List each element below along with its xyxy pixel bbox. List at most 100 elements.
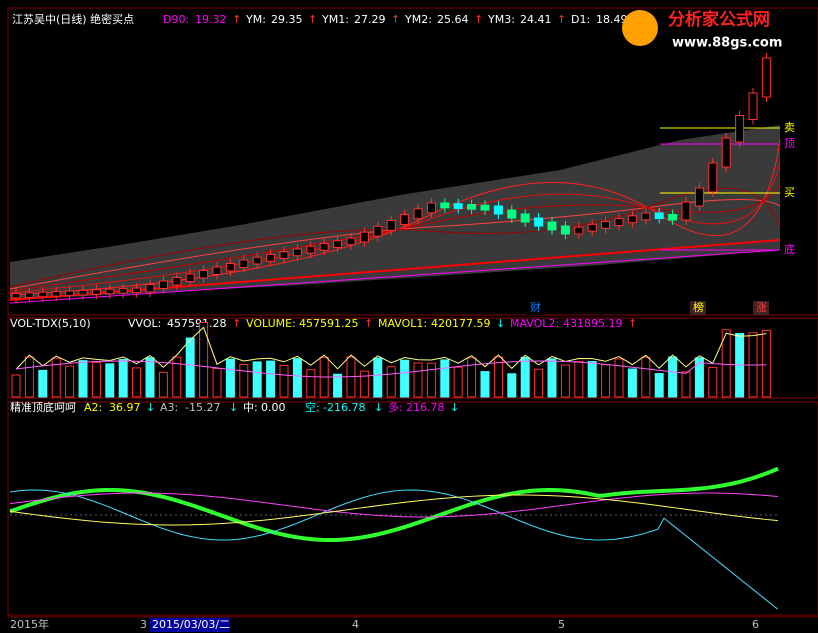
volume-bar (24, 356, 34, 398)
candle (654, 212, 664, 219)
candle (199, 270, 209, 279)
candle (239, 259, 249, 268)
volume-bar (708, 366, 718, 398)
candle (359, 231, 369, 243)
volume-bar (292, 358, 302, 398)
readout-value: 19.32 (195, 13, 227, 26)
volume-bar (252, 361, 262, 398)
volume-bar (587, 361, 597, 398)
ma-line (9, 187, 781, 288)
candle (118, 288, 128, 294)
readout-value: -15.27 (185, 401, 220, 414)
candle (440, 202, 450, 209)
candle (319, 243, 329, 251)
candle (534, 217, 544, 227)
level-label: 底 (784, 242, 795, 256)
panel-frame (7, 317, 818, 399)
badge-bg (753, 301, 769, 315)
readout-label: 空: (305, 400, 320, 414)
candle (400, 214, 410, 226)
candle (11, 292, 21, 299)
volume-bar (239, 363, 249, 398)
readout-arrow: ↓ (374, 401, 383, 414)
candle (185, 273, 195, 282)
readout-label: 中: (243, 401, 258, 414)
badge-bg (690, 301, 706, 315)
candle (38, 291, 48, 298)
volume-bar (132, 367, 142, 398)
volume-bar (467, 357, 477, 398)
candle (91, 289, 101, 295)
candle (333, 240, 343, 248)
readout-value: 457591.28 (167, 317, 227, 330)
panel-frame (7, 7, 818, 316)
readout-label: VOLUME: (246, 317, 296, 330)
candle (413, 208, 423, 220)
volume-bar (694, 357, 704, 398)
volume-bar (453, 366, 463, 398)
readout-arrow: ↑ (364, 317, 373, 330)
readout-arrow: ↑ (557, 13, 566, 26)
volume-bar (761, 329, 771, 398)
readout-label: A3: (160, 401, 178, 414)
readout-value: 457591.25 (299, 317, 359, 330)
candle (426, 202, 436, 214)
readout-arrow: ↑ (628, 317, 637, 330)
candle (292, 248, 302, 257)
magenta-line (9, 492, 779, 518)
badge: 涨 (756, 301, 767, 314)
volume-bar (145, 357, 155, 398)
candle (761, 57, 771, 98)
volume-bar (373, 357, 383, 398)
candle (547, 221, 557, 231)
readout-label: YM3: (487, 13, 515, 26)
candle (748, 92, 758, 120)
volume-bar (38, 369, 48, 398)
volume-bar (199, 322, 209, 398)
volume-bar (721, 329, 731, 398)
volume-bar (614, 358, 624, 398)
readout-label: YM2: (404, 13, 432, 26)
readout-label: D90: (163, 13, 189, 26)
date-highlight (150, 618, 230, 632)
ma-line (9, 199, 781, 290)
panel-title: VOL-TDX(5,10) (10, 317, 91, 330)
badge: 榜 (693, 300, 704, 314)
readout-arrow: ↑ (474, 13, 483, 26)
candle (681, 201, 691, 221)
candle (212, 266, 222, 275)
volume-bar (91, 361, 101, 398)
candle (172, 277, 182, 286)
readout-arrow: ↓ (229, 401, 238, 414)
floor-line (9, 249, 781, 304)
volume-bar (78, 360, 88, 398)
candle (614, 218, 624, 227)
candle (735, 115, 745, 143)
readout-value: 420177.59 (431, 317, 491, 330)
candle (279, 251, 289, 259)
volume-bar (520, 356, 530, 398)
yellow-line (9, 494, 779, 526)
candle (266, 254, 276, 262)
volume-bar (118, 359, 128, 398)
candle (105, 288, 115, 295)
volume-bar (266, 360, 276, 398)
volume-bar (654, 373, 664, 398)
candle (132, 287, 142, 294)
readout-label: MAVOL1: (378, 317, 427, 330)
candle (641, 212, 651, 221)
ma-line (9, 139, 781, 296)
level-label: 卖 (784, 121, 795, 134)
watermark-url: www.88gs.com (672, 36, 782, 51)
volume-bar (51, 357, 61, 398)
panel-title: 精准顶底呵呵 (10, 400, 76, 414)
readout-label: VVOL: (128, 317, 161, 330)
candle (145, 284, 155, 293)
readout-label: D1: (571, 13, 590, 26)
candle (78, 289, 88, 296)
volume-bar (386, 366, 396, 398)
volume-bar (212, 368, 222, 398)
volume-bar (480, 371, 490, 398)
candle (453, 203, 463, 209)
volume-bar (440, 359, 450, 398)
